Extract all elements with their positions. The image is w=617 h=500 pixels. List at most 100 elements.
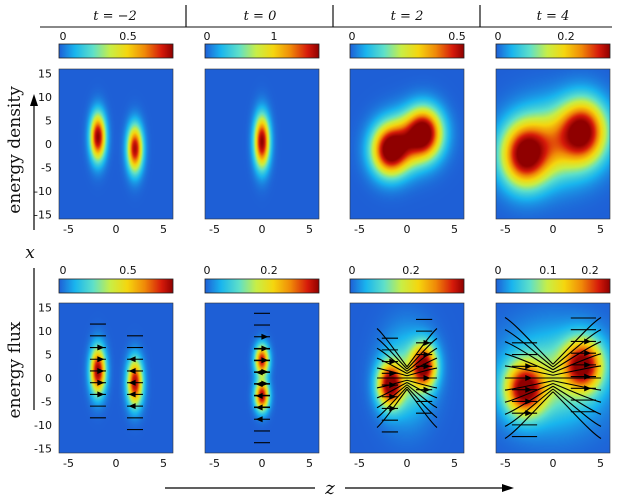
flux-arrow-icon [128, 403, 136, 410]
flux-overlay-t4 [504, 317, 602, 439]
streamline [552, 329, 602, 368]
z-tick-label: -5 [500, 457, 511, 470]
streamline [406, 384, 438, 409]
heatmap-panels [58, 68, 611, 454]
flux-arrow-icon [255, 416, 263, 423]
cb-tick-d4-1: 0.2 [557, 30, 575, 43]
x-tick-label: 5 [45, 349, 52, 362]
streamline [504, 341, 554, 371]
colorbar-flux-col4 [495, 278, 611, 294]
flux-arrow-icon [97, 379, 105, 386]
streamline [406, 382, 438, 399]
flux-arrow-icon [525, 386, 533, 393]
cb-tick-f3-1: 0.2 [402, 264, 420, 277]
streamline [504, 382, 554, 403]
cb-tick-d3-1: 0.5 [448, 30, 466, 43]
colorbar-density-col1 [58, 43, 174, 59]
streamline [406, 357, 438, 374]
cb-tick-f4-0: 0 [495, 264, 502, 277]
streamline [504, 385, 554, 415]
panel-frame [204, 68, 320, 220]
streamline [376, 328, 408, 368]
flux-arrow-icon [584, 350, 592, 357]
z-tick-label: 5 [451, 223, 458, 236]
flux-arrow-icon [255, 404, 263, 411]
flux-arrow-icon [389, 358, 397, 365]
streamline [406, 347, 438, 372]
streamline [552, 380, 602, 391]
flux-arrow-icon [423, 363, 431, 370]
streamline [376, 357, 408, 374]
x-tick-label: 15 [38, 302, 52, 315]
z-tick-label: 5 [597, 457, 604, 470]
colorbar-density-col3 [349, 43, 465, 59]
x-tick-label: 10 [38, 325, 52, 338]
cb-tick-f4-1: 0.1 [539, 264, 557, 277]
x-tick-label: -10 [34, 419, 52, 432]
panel-frame [495, 302, 611, 454]
z-tick-label: 0 [404, 457, 411, 470]
panel-flux-t0 [204, 302, 320, 454]
colorbar-density-col4 [495, 43, 611, 59]
flux-overlay-t0 [254, 312, 270, 444]
z-tick-label: 0 [113, 223, 120, 236]
z-tick-label: 5 [597, 223, 604, 236]
z-tick-label: 5 [160, 457, 167, 470]
streamline [406, 367, 438, 377]
cb-tick-f2-1: 0.2 [260, 264, 278, 277]
panel-flux-t-2 [58, 302, 174, 454]
panel-density-t0 [204, 68, 320, 220]
time-label-col2: t = 0 [244, 9, 277, 24]
panel-density-t4 [495, 68, 611, 220]
flux-arrow-icon [128, 379, 136, 386]
flux-arrow-icon [584, 361, 592, 368]
x-tick-label: -15 [34, 208, 52, 221]
x-axis-arrow: x [25, 94, 38, 410]
x-tick-label: -5 [41, 161, 52, 174]
streamline [552, 353, 602, 374]
z-tick-label: -5 [209, 223, 220, 236]
panel-frame [58, 68, 174, 220]
streamline [504, 388, 554, 427]
flux-overlay-t-2 [89, 323, 143, 431]
colorbar-flux-col1 [58, 278, 174, 294]
cb-tick-f2-0: 0 [204, 264, 211, 277]
z-tick-label: -5 [209, 457, 220, 470]
cb-tick-d4-0: 0 [495, 30, 502, 43]
streamline [376, 367, 408, 377]
x-tick-label: 15 [38, 68, 52, 81]
panel-frame [495, 68, 611, 220]
x-tick-label: 0 [45, 372, 52, 385]
flux-arrow-icon [128, 391, 136, 398]
cb-tick-d3-0: 0 [349, 30, 356, 43]
flux-arrow-icon [389, 382, 397, 389]
z-tick-label: -5 [354, 457, 365, 470]
streamline [406, 337, 438, 370]
row-labels: energy density energy flux [5, 86, 25, 419]
flux-arrow-icon [255, 381, 263, 388]
streamline [504, 391, 554, 439]
streamline [552, 391, 602, 439]
colorbar-flux-col2 [204, 278, 320, 294]
arrow-right-icon [502, 484, 514, 492]
x-tick-label: -5 [41, 395, 52, 408]
heatmap-image [59, 303, 173, 453]
z-tick-label: 0 [259, 457, 266, 470]
x-tick-label: -10 [34, 185, 52, 198]
streamline [406, 328, 438, 368]
x-tick-label: 0 [45, 138, 52, 151]
cb-tick-d2-0: 0 [204, 30, 211, 43]
streamline [552, 365, 602, 376]
panel-density-t-2 [58, 68, 174, 220]
z-tick-label: 5 [306, 223, 313, 236]
axis-ticks: -5 0 5 -5 0 5 -5 0 5 -5 0 5 -5 0 5 -5 0 5 -5 0 5 -5 0 5 15 10 5 0 -5… [34, 68, 604, 470]
row-label-energy-flux: energy flux [5, 321, 25, 418]
cb-tick-d1-0: 0 [60, 30, 67, 43]
z-tick-label: -5 [354, 223, 365, 236]
streamline [504, 329, 554, 368]
row-label-energy-density: energy density [5, 86, 25, 214]
flux-arrow-icon [525, 363, 533, 370]
panel-frame [204, 302, 320, 454]
time-label-col4: t = 4 [537, 9, 570, 24]
